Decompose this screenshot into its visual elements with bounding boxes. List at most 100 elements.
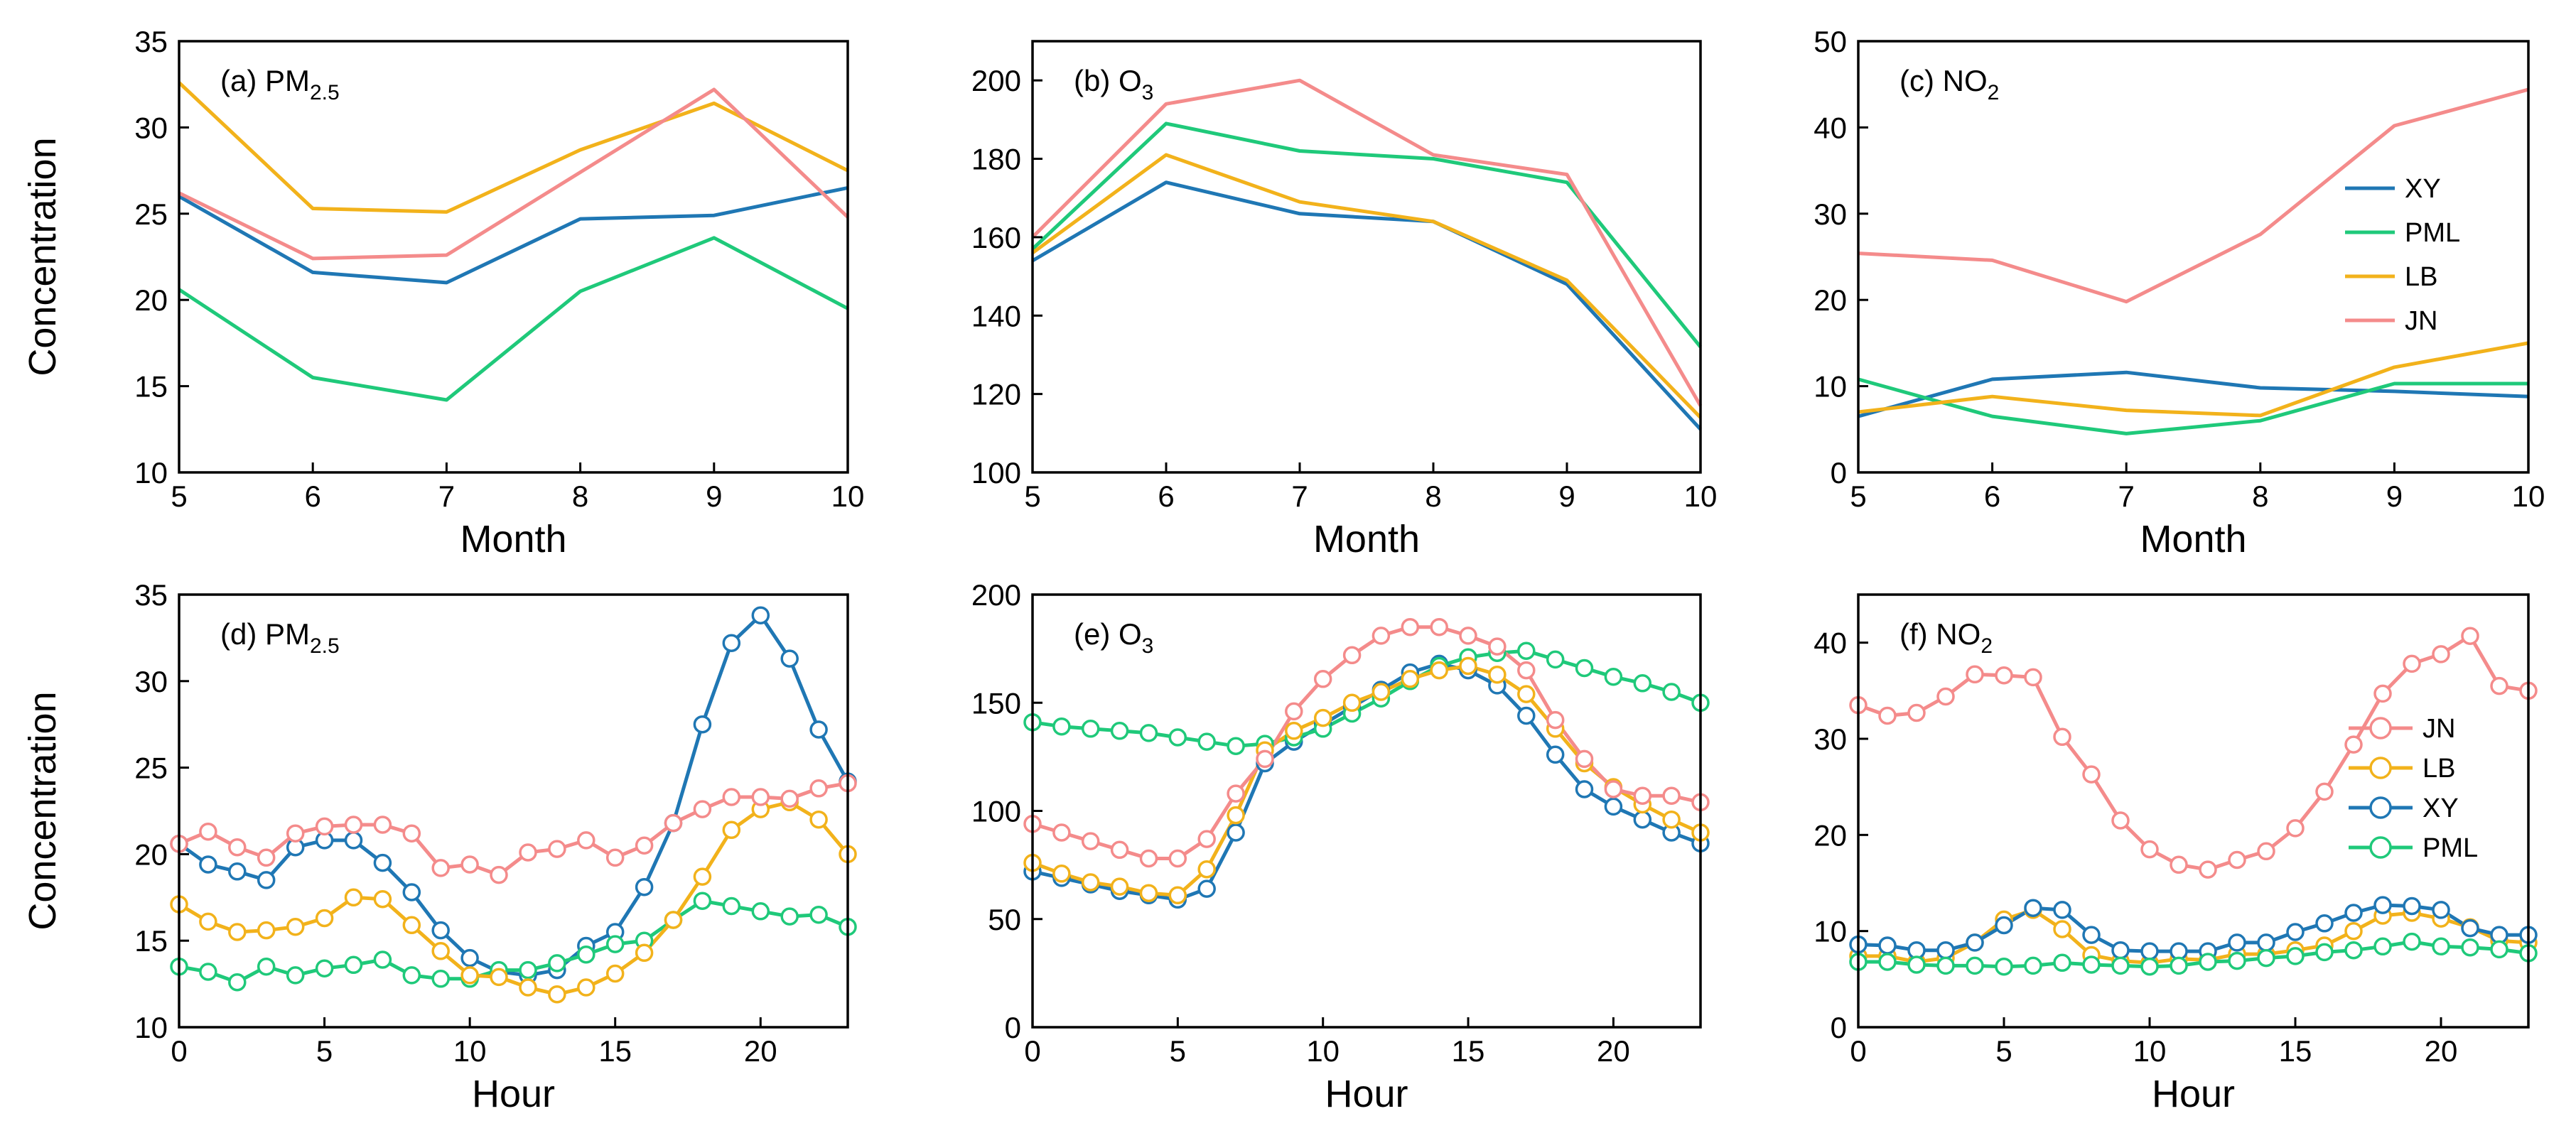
data-point-xy (2461, 919, 2479, 938)
y-tick-label: 20 (1814, 283, 1847, 317)
data-point-lb (1052, 865, 1071, 883)
data-point-pml (1575, 659, 1594, 678)
x-tick-label: 9 (2386, 480, 2403, 513)
x-tick-label: 20 (1597, 1034, 1630, 1068)
panel-title-subscript: 3 (1142, 634, 1154, 658)
data-point-lb (1517, 685, 1536, 703)
y-tick-label: 25 (134, 197, 168, 231)
data-point-jn (2257, 842, 2275, 861)
series-line-xy (1858, 370, 2529, 418)
x-tick-label: 10 (831, 480, 865, 513)
data-point-xy (1995, 916, 2013, 935)
legend-label-xy: XY (2423, 793, 2459, 823)
data-point-jn (2344, 735, 2363, 754)
data-point-xy (2140, 942, 2159, 960)
chart-panel-d: 0 5 10 15 20 10 15 20 25 30 35 Hour Concentration (d)… (21, 578, 857, 1115)
data-point-jn (1517, 661, 1536, 680)
x-tick-label: 7 (438, 480, 455, 513)
data-point-xy (344, 831, 363, 850)
data-point-jn (228, 838, 247, 857)
data-point-xy (2286, 923, 2305, 941)
data-point-lb (344, 888, 363, 907)
data-point-xy (1878, 936, 1897, 955)
y-tick-label: 50 (1814, 25, 1847, 58)
data-point-pml (2199, 953, 2217, 971)
data-point-jn (1662, 786, 1681, 805)
data-point-jn (605, 848, 625, 867)
data-point-jn (2111, 811, 2130, 830)
data-point-jn (1546, 710, 1565, 730)
x-tick-label: 8 (572, 480, 588, 513)
data-point-jn (809, 779, 828, 798)
x-axis-title: Hour (2152, 1073, 2235, 1115)
data-point-jn (286, 824, 305, 843)
x-axis-title: Month (460, 518, 566, 560)
data-point-xy (2024, 899, 2042, 917)
y-tick-label: 10 (134, 456, 168, 489)
y-tick-label: 0 (1831, 456, 1847, 489)
data-point-pml (519, 960, 537, 980)
data-point-pml (373, 950, 392, 969)
data-point-lb (286, 917, 305, 936)
data-point-lb (1342, 693, 1362, 713)
data-point-jn (1401, 617, 1420, 636)
y-tick-label: 30 (1814, 197, 1847, 231)
series-line-pml (1858, 377, 2528, 435)
data-point-jn (1342, 646, 1362, 665)
panel-title-main: (d) PM (220, 617, 310, 651)
chart-panel-f: 0 5 10 15 20 0 10 20 30 40 Hour (f) NO2 JN LB XY PML (1814, 593, 2538, 1115)
x-tick-label: 9 (706, 480, 722, 513)
y-axis-title: Concentration (21, 691, 64, 930)
panel-title: (f) NO2 (1899, 617, 1993, 658)
legend-marker-jn (2369, 717, 2392, 740)
x-tick-label: 15 (2279, 1034, 2312, 1068)
data-point-lb (548, 985, 566, 1004)
data-point-jn (751, 788, 770, 806)
data-point-pml (809, 905, 828, 924)
data-point-pml (2461, 938, 2479, 957)
panel-title: (e) O3 (1074, 617, 1153, 658)
data-point-lb (1139, 884, 1158, 902)
data-point-pml (1936, 956, 1955, 975)
data-point-jn (1371, 627, 1391, 645)
data-point-lb (1168, 886, 1187, 905)
data-point-pml (2490, 940, 2508, 959)
x-axis-title: Hour (1325, 1073, 1408, 1115)
data-point-jn (577, 831, 596, 850)
data-point-jn (431, 859, 450, 877)
series-line-jn (178, 87, 849, 261)
y-tick-label: 40 (1814, 111, 1847, 144)
data-point-jn (1227, 784, 1245, 803)
legend-marker-xy (2369, 796, 2392, 819)
data-point-jn (1604, 780, 1623, 798)
data-point-xy (228, 862, 247, 881)
data-point-jn (2170, 855, 2188, 874)
data-point-xy (751, 606, 770, 624)
x-tick-label: 8 (1425, 480, 1441, 513)
data-point-lb (1110, 877, 1129, 896)
data-point-jn (2024, 668, 2042, 687)
data-point-xy (431, 921, 450, 940)
data-point-jn (1430, 617, 1448, 636)
data-point-jn (402, 824, 421, 843)
data-point-lb (605, 964, 625, 983)
data-point-xy (199, 855, 217, 874)
data-point-jn (2315, 782, 2334, 801)
data-point-jn (344, 816, 363, 834)
y-tick-label: 15 (134, 924, 168, 958)
plot-frame (1031, 40, 1702, 474)
data-point-lb (664, 911, 683, 929)
data-point-jn (199, 822, 217, 841)
series-line-pml (178, 899, 848, 985)
data-point-pml (577, 945, 596, 964)
x-tick-label: 7 (1291, 480, 1308, 513)
data-point-pml (1139, 724, 1158, 742)
data-point-pml (1081, 720, 1100, 738)
data-point-xy (1575, 780, 1594, 798)
data-point-lb (490, 968, 508, 987)
data-point-jn (1488, 637, 1507, 656)
data-point-xy (809, 720, 828, 739)
x-tick-label: 5 (1850, 480, 1866, 513)
data-point-jn (2490, 676, 2508, 695)
